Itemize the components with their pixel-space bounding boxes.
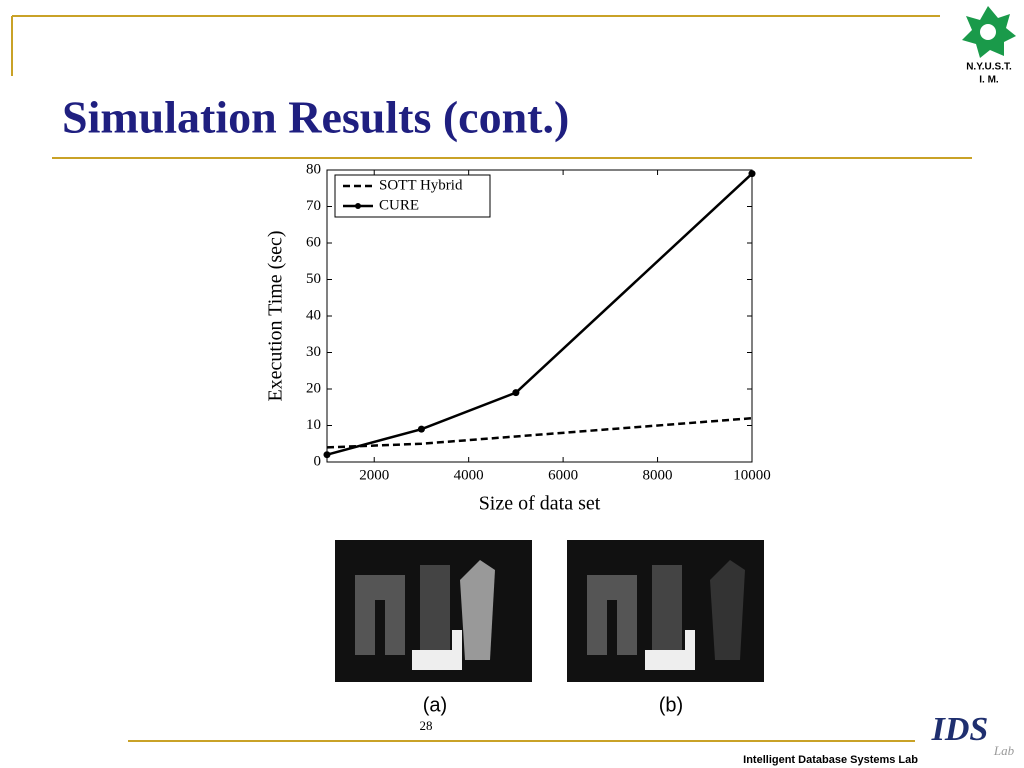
y-tick-label: 70	[306, 198, 321, 214]
slide-title: Simulation Results (cont.)	[62, 92, 569, 143]
data-point	[323, 451, 331, 459]
image-b	[567, 540, 764, 682]
lab-logo: IDS	[931, 711, 989, 748]
image-label: (b)	[659, 694, 683, 716]
data-point	[417, 425, 425, 433]
data-point	[748, 170, 756, 178]
x-tick-label: 6000	[548, 467, 578, 483]
data-point	[512, 389, 520, 397]
x-tick-label: 2000	[359, 467, 389, 483]
lab-logo-sub: Lab	[993, 743, 1015, 758]
legend-label: CURE	[379, 197, 419, 213]
x-axis-label: Size of data set	[479, 493, 601, 515]
legend-label: SOTT Hybrid	[379, 177, 463, 193]
page-number: 28	[420, 718, 433, 733]
y-tick-label: 0	[314, 453, 322, 469]
y-axis-label: Execution Time (sec)	[265, 230, 287, 401]
x-tick-label: 10000	[733, 467, 771, 483]
logo-icon	[962, 6, 1016, 58]
x-tick-label: 8000	[643, 467, 673, 483]
logo-text: N.Y.U.S.T.	[966, 62, 1012, 73]
series-line	[326, 172, 753, 456]
y-tick-label: 30	[306, 344, 321, 360]
y-tick-label: 80	[306, 161, 321, 177]
footer: Intelligent Database Systems Lab	[743, 754, 918, 766]
chart: 0 10 20 30 40 50 60 70 80 2000 4000 6000 8000 10000 Si…	[265, 161, 771, 514]
decoration	[11, 15, 972, 742]
y-tick-label: 40	[306, 307, 321, 323]
logo-text: I. M.	[979, 75, 999, 86]
legend-marker	[355, 203, 361, 209]
image-a	[335, 540, 532, 682]
image-label: (a)	[423, 694, 447, 716]
y-tick-label: 60	[306, 234, 321, 250]
series-line	[326, 416, 753, 449]
y-tick-label: 50	[306, 271, 321, 287]
legend-box	[334, 174, 491, 218]
x-tick-label: 4000	[454, 467, 484, 483]
y-tick-label: 20	[306, 380, 321, 396]
y-tick-label: 10	[306, 417, 321, 433]
